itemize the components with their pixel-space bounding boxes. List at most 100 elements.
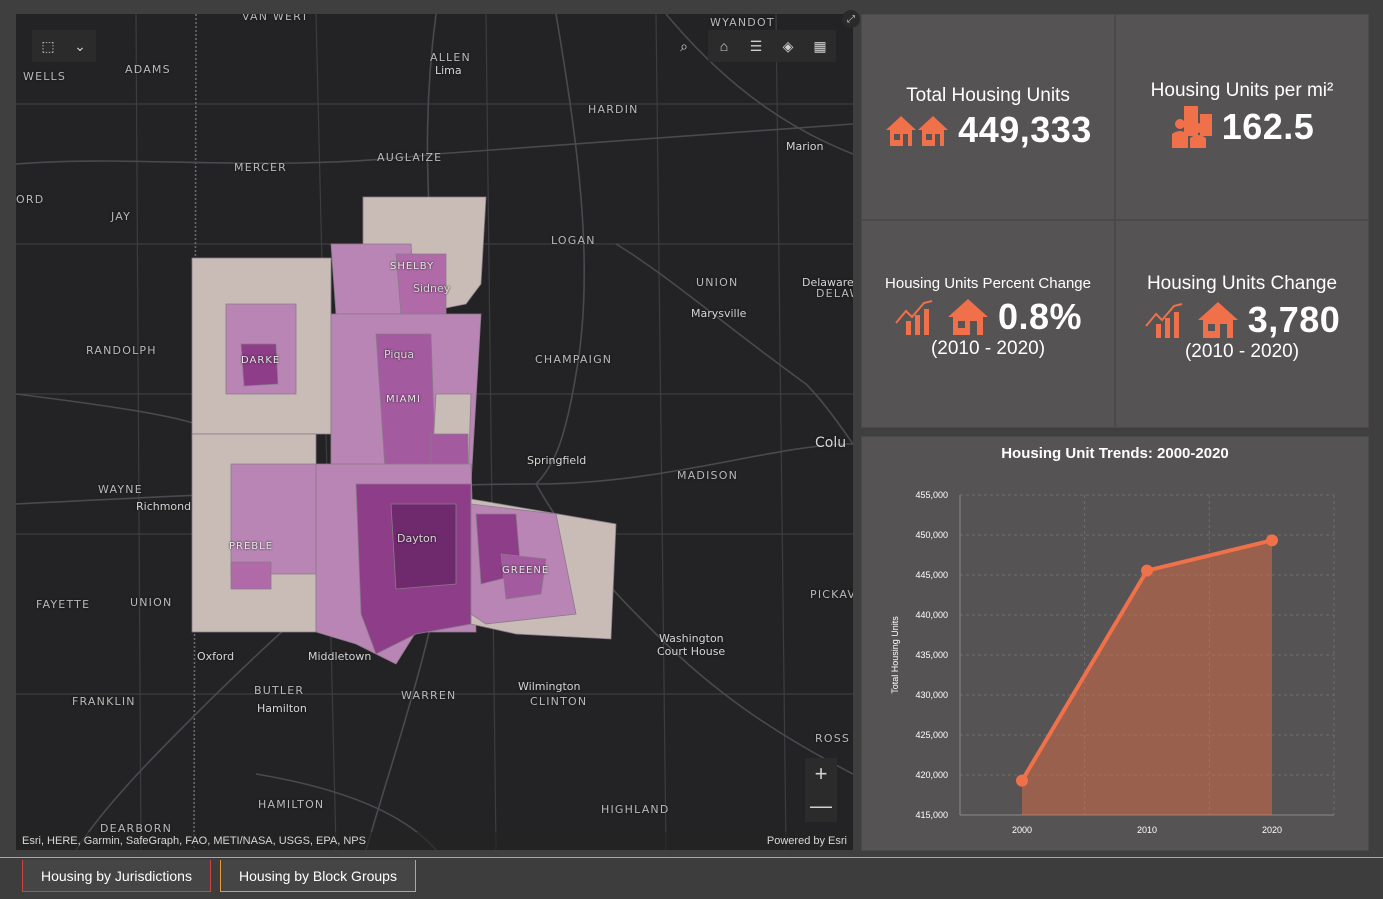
kpi-value: 0.8% [997, 296, 1083, 337]
tab-housing-by-block-groups[interactable]: Housing by Block Groups [220, 860, 416, 892]
qr-code-icon[interactable]: ▦ [813, 37, 827, 54]
city-label-sidney: Sidney [413, 282, 451, 295]
map-label-richmond: Richmond [136, 500, 192, 513]
growth-chart-icon [1144, 303, 1182, 338]
trend-chart: 415,000 420,000 425,000 430,000 435,000 440,0… [890, 490, 1335, 835]
map-label-colu: Colu [815, 435, 847, 451]
zoom-out-button[interactable]: — [810, 793, 832, 818]
map-label-wells: WELLS [23, 70, 67, 83]
basemap [16, 14, 853, 850]
x-tick-label: 2000 [1012, 825, 1032, 835]
map-label-delaw: DELAW [816, 287, 853, 300]
map-label-hamilton-county: HAMILTON [258, 798, 325, 811]
kpi-value: 449,333 [958, 109, 1092, 150]
map-label-union-oh: UNION [696, 276, 739, 289]
kpi-title: Housing Units Percent Change [885, 275, 1091, 292]
kpi-percent-change: Housing Units Percent Change 0.8% (2010 … [861, 220, 1115, 428]
chevron-down-icon[interactable]: ⌄ [74, 37, 86, 54]
map-label-warren: WARREN [401, 689, 457, 702]
home-icon[interactable]: ⌂ [719, 38, 729, 54]
data-point [1141, 564, 1153, 577]
map-label-wyandot: WYANDOT [710, 16, 775, 29]
map-label-marion: Marion [786, 140, 824, 153]
house-icon [1197, 302, 1238, 338]
map-label-washington: Washington [659, 632, 724, 645]
kpi-period: (2010 - 2020) [930, 338, 1046, 359]
map-label-ord: ORD [16, 193, 45, 206]
map-attribution: Esri, HERE, Garmin, SafeGraph, FAO, METI… [16, 832, 853, 850]
map-label-hardin: HARDIN [588, 103, 639, 116]
map-label-dearborn: DEARBORN [100, 822, 173, 835]
y-tick-label: 455,000 [915, 490, 948, 500]
zoom-control: + — [805, 758, 837, 822]
map-label-springfield: Springfield [527, 454, 587, 467]
map-label-champaign: CHAMPAIGN [535, 353, 613, 366]
area-fill [1022, 540, 1272, 815]
kpi-value: 3,780 [1247, 299, 1341, 340]
map-label-court-house: Court House [657, 645, 726, 658]
y-tick-label: 435,000 [915, 650, 948, 660]
zoom-in-button[interactable]: + [814, 761, 828, 786]
kpi-value: 162.5 [1221, 106, 1315, 147]
y-axis-label: Total Housing Units [890, 616, 900, 694]
data-point [1266, 534, 1278, 547]
map-label-adams: ADAMS [125, 63, 171, 76]
map-label-oxford: Oxford [197, 650, 235, 663]
map-label-delaware: Delaware [802, 276, 853, 289]
kpi-units-per-mi: Housing Units per mi² 162.5 [1115, 14, 1369, 220]
map-label-butler: BUTLER [254, 684, 305, 697]
map-label-clinton: CLINTON [530, 695, 588, 708]
map-label-mercer: MERCER [234, 161, 288, 174]
growth-chart-icon [895, 300, 933, 335]
map-label-madison: MADISON [677, 469, 738, 482]
y-tick-label: 430,000 [915, 690, 948, 700]
y-tick-label: 425,000 [915, 730, 948, 740]
legend-list-icon[interactable]: ☰ [749, 37, 763, 54]
kpi-units-change: Housing Units Change 3,780 (2010 - 2020) [1115, 220, 1369, 428]
map-label-highland: HIGHLAND [601, 803, 670, 816]
map-tools-toolbar: ⌂ ☰ ◈ ▦ [708, 30, 836, 62]
y-tick-label: 440,000 [915, 610, 948, 620]
select-tool-icon[interactable]: ⬚ [41, 37, 55, 54]
kpi-total-units: Total Housing Units 449,333 [861, 14, 1115, 220]
chart-title: Housing Unit Trends: 2000-2020 [1001, 445, 1229, 462]
map-label-pickav: PICKAV [810, 588, 853, 601]
house-icon [947, 299, 988, 335]
houses-icon [886, 116, 949, 146]
powered-by-esri-link[interactable]: Powered by Esri [766, 835, 847, 847]
y-tick-label: 415,000 [915, 810, 948, 820]
city-label-dayton: Dayton [397, 532, 437, 545]
map-label-wayne: WAYNE [98, 483, 143, 496]
layers-icon[interactable]: ◈ [782, 37, 794, 54]
expand-icon[interactable]: ⤢ [842, 10, 860, 28]
tab-housing-by-jurisdictions[interactable]: Housing by Jurisdictions [22, 860, 211, 892]
map-label-van-wert: VAN WERT [242, 14, 310, 23]
search-icon[interactable]: ⌕ [680, 37, 688, 54]
map-label-randolph: RANDOLPH [86, 344, 157, 357]
city-label-piqua: Piqua [384, 348, 415, 361]
kpi-title: Housing Units per mi² [1150, 80, 1334, 101]
map-label-marysville: Marysville [691, 307, 747, 320]
county-label-shelby: SHELBY [390, 261, 435, 272]
y-tick-label: 450,000 [915, 530, 948, 540]
map-view[interactable]: VAN WERT WYANDOT ALLEN Lima WELLS ADAMS … [16, 14, 853, 850]
selection-toolbar: ⬚ ⌄ [32, 30, 96, 62]
map-label-lima: Lima [435, 64, 462, 77]
map-label-hamilton-city: Hamilton [257, 702, 307, 715]
map-label-fayette: FAYETTE [36, 598, 91, 611]
map-label-union-in: UNION [130, 596, 173, 609]
attribution-sources: Esri, HERE, Garmin, SafeGraph, FAO, METI… [22, 835, 366, 847]
tab-bar: Housing by Jurisdictions Housing by Bloc… [0, 857, 1383, 899]
trend-chart-panel: Housing Unit Trends: 2000-2020 415,000 42… [861, 436, 1369, 851]
search-toolbar: ⌕ [668, 30, 700, 62]
people-buildings-icon [1171, 106, 1212, 148]
county-label-greene: GREENE [502, 565, 550, 576]
x-tick-label: 2010 [1137, 825, 1157, 835]
map-label-ross: ROSS [815, 732, 851, 745]
kpi-title: Housing Units Change [1146, 273, 1338, 294]
map-label-jay: JAY [111, 210, 132, 223]
map-label-middletown: Middletown [308, 650, 372, 663]
y-tick-label: 445,000 [915, 570, 948, 580]
kpi-period: (2010 - 2020) [1184, 341, 1300, 362]
